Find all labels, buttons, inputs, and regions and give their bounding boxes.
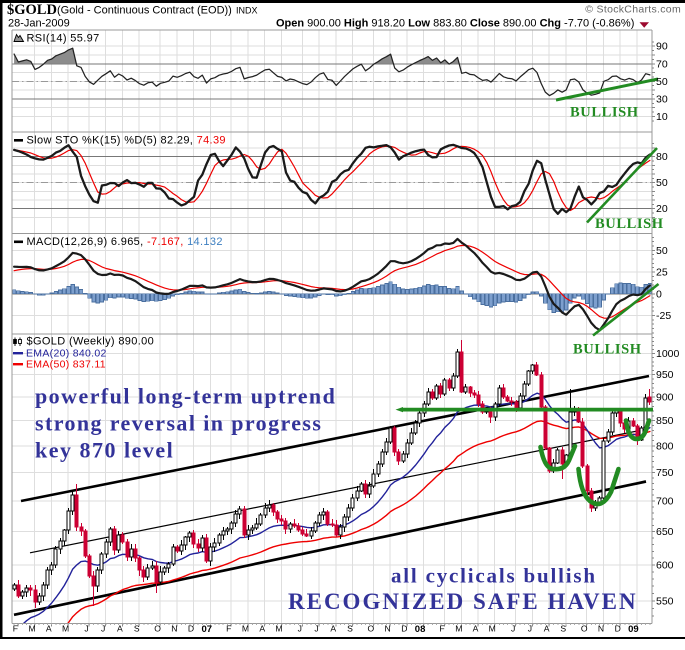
svg-text:20: 20 bbox=[656, 203, 668, 215]
svg-text:M: M bbox=[242, 624, 249, 634]
svg-text:D: D bbox=[188, 624, 194, 634]
svg-text:J: J bbox=[511, 624, 515, 634]
svg-text:M: M bbox=[29, 624, 36, 634]
svg-text:N: N bbox=[384, 624, 390, 634]
svg-text:A: A bbox=[46, 624, 52, 634]
svg-text:25: 25 bbox=[656, 267, 668, 279]
svg-text:O: O bbox=[154, 624, 161, 634]
svg-text:S: S bbox=[134, 624, 140, 634]
svg-text:M: M bbox=[489, 624, 496, 634]
svg-text:strong reversal in progress: strong reversal in progress bbox=[35, 411, 322, 436]
svg-text:all cyclicals bullish: all cyclicals bullish bbox=[391, 564, 597, 588]
svg-text:key 870 level: key 870 level bbox=[35, 438, 174, 463]
svg-text:BULLISH: BULLISH bbox=[573, 342, 642, 358]
svg-text:MACD(12,26,9) 6.965, -7.167, 1: MACD(12,26,9) 6.965, -7.167, 14.132 bbox=[27, 236, 223, 248]
svg-text:09: 09 bbox=[628, 624, 639, 635]
svg-text:80: 80 bbox=[656, 151, 668, 163]
svg-text:A: A bbox=[473, 624, 479, 634]
svg-text:30: 30 bbox=[656, 93, 668, 105]
svg-text:-25: -25 bbox=[656, 310, 671, 322]
svg-text:90: 90 bbox=[656, 41, 668, 53]
svg-text:550: 550 bbox=[656, 595, 674, 607]
svg-text:BULLISH: BULLISH bbox=[595, 216, 664, 232]
svg-text:F: F bbox=[439, 624, 444, 634]
svg-text:RECOGNIZED SAFE HAVEN: RECOGNIZED SAFE HAVEN bbox=[288, 589, 638, 614]
svg-text:M: M bbox=[455, 624, 462, 634]
svg-text:50: 50 bbox=[656, 76, 668, 88]
svg-text:700: 700 bbox=[656, 496, 674, 508]
svg-text:EMA(50) 837.11: EMA(50) 837.11 bbox=[26, 359, 106, 371]
svg-text:950: 950 bbox=[656, 369, 674, 381]
svg-text:J: J bbox=[84, 624, 88, 634]
svg-text:D: D bbox=[615, 624, 621, 634]
svg-text:A: A bbox=[259, 624, 265, 634]
svg-text:0: 0 bbox=[656, 288, 662, 300]
svg-text:07: 07 bbox=[202, 624, 213, 635]
svg-text:O: O bbox=[368, 624, 375, 634]
svg-text:EMA(20) 840.02: EMA(20) 840.02 bbox=[26, 348, 107, 360]
svg-text:(Gold - Continuous Contract (E: (Gold - Continuous Contract (EOD)) bbox=[57, 5, 232, 17]
svg-text:750: 750 bbox=[656, 467, 674, 479]
svg-text:50: 50 bbox=[656, 245, 668, 257]
svg-text:O: O bbox=[581, 624, 588, 634]
svg-text:50: 50 bbox=[656, 177, 668, 189]
svg-text:A: A bbox=[544, 624, 550, 634]
svg-text:J: J bbox=[298, 624, 302, 634]
svg-text:Slow STO %K(15) %D(5) 82.29, 7: Slow STO %K(15) %D(5) 82.29, 74.39 bbox=[27, 135, 226, 147]
svg-text:© StockCharts.com: © StockCharts.com bbox=[585, 4, 681, 16]
svg-text:650: 650 bbox=[656, 526, 674, 538]
svg-text:28-Jan-2009: 28-Jan-2009 bbox=[8, 18, 70, 30]
svg-text:A: A bbox=[330, 624, 336, 634]
svg-text:J: J bbox=[314, 624, 318, 634]
svg-text:08: 08 bbox=[415, 624, 426, 635]
svg-text:N: N bbox=[598, 624, 604, 634]
svg-text:J: J bbox=[101, 624, 105, 634]
svg-text:RSI(14) 55.97: RSI(14) 55.97 bbox=[27, 33, 100, 45]
svg-text:1000: 1000 bbox=[656, 348, 680, 360]
svg-text:10: 10 bbox=[656, 111, 668, 123]
svg-text:$GOLD: $GOLD bbox=[7, 2, 57, 18]
svg-text:N: N bbox=[171, 624, 177, 634]
svg-text:800: 800 bbox=[656, 440, 674, 452]
svg-text:850: 850 bbox=[656, 415, 674, 427]
svg-text:600: 600 bbox=[656, 559, 674, 571]
svg-text:Open 900.00 High 918.20 Low 88: Open 900.00 High 918.20 Low 883.80 Close… bbox=[276, 18, 634, 30]
svg-text:S: S bbox=[560, 624, 566, 634]
svg-text:powerful long-term uptrend: powerful long-term uptrend bbox=[35, 384, 336, 409]
svg-text:A: A bbox=[117, 624, 123, 634]
svg-text:D: D bbox=[401, 624, 407, 634]
svg-text:$GOLD (Weekly) 890.00: $GOLD (Weekly) 890.00 bbox=[27, 336, 155, 348]
svg-text:M: M bbox=[275, 624, 282, 634]
svg-text:F: F bbox=[226, 624, 231, 634]
svg-text:M: M bbox=[62, 624, 69, 634]
svg-text:70: 70 bbox=[656, 58, 668, 70]
svg-text:BULLISH: BULLISH bbox=[570, 105, 639, 121]
svg-text:INDX: INDX bbox=[236, 6, 258, 16]
svg-text:J: J bbox=[528, 624, 532, 634]
svg-text:F: F bbox=[13, 624, 18, 634]
svg-text:S: S bbox=[347, 624, 353, 634]
svg-text:900: 900 bbox=[656, 392, 674, 404]
